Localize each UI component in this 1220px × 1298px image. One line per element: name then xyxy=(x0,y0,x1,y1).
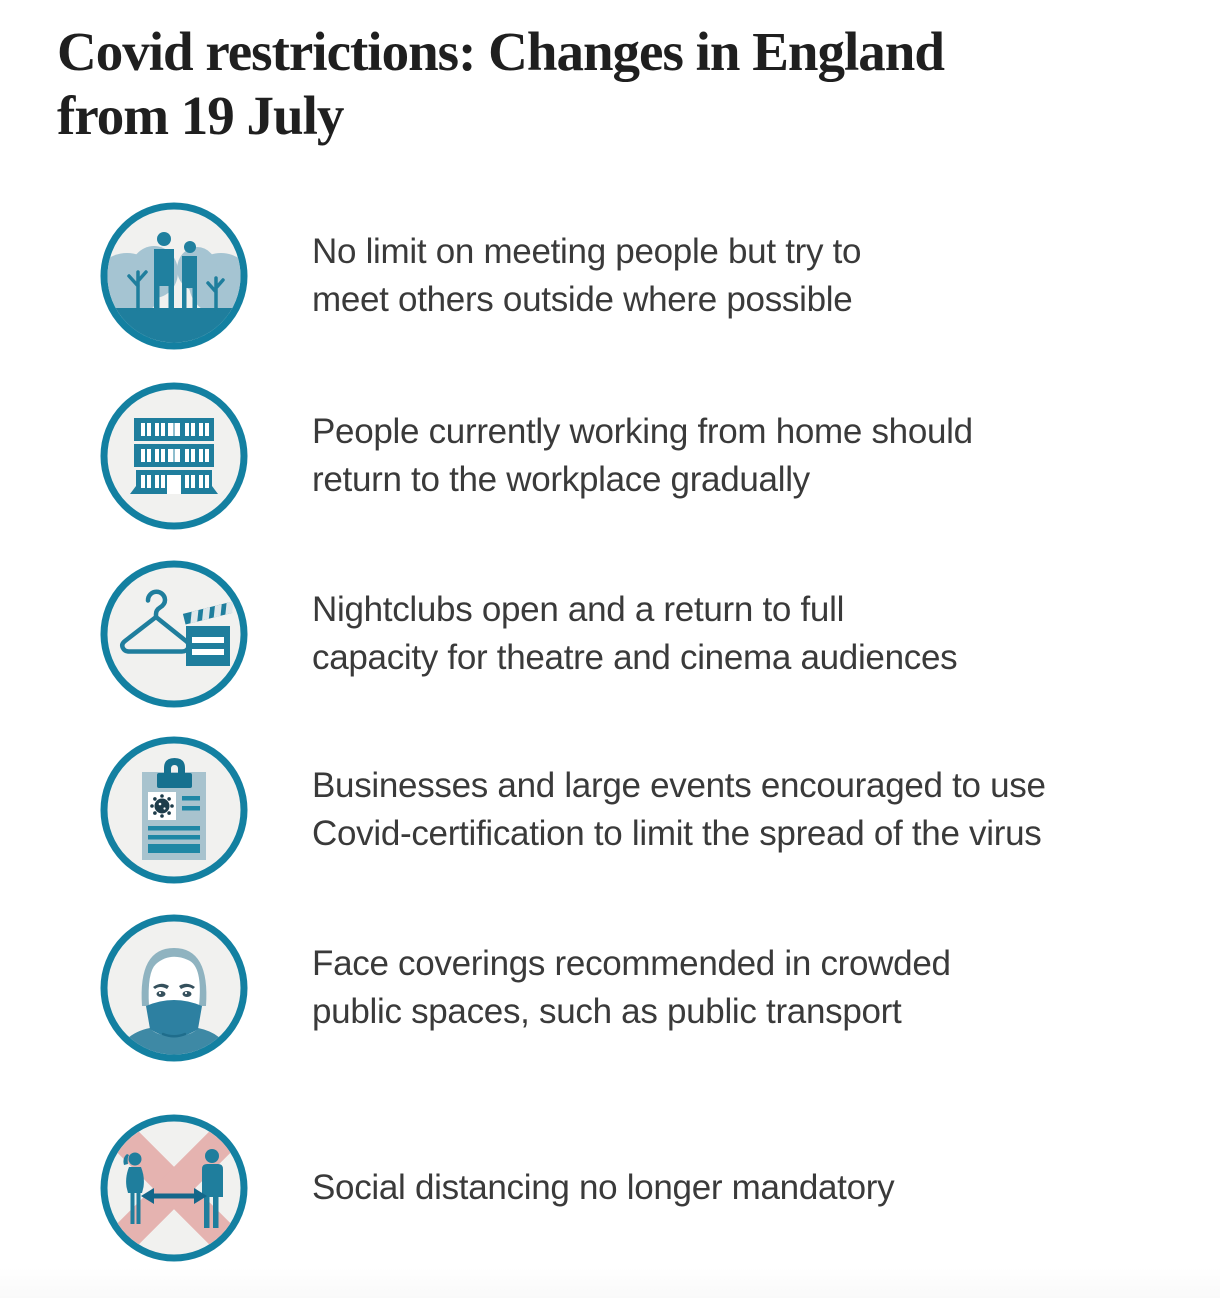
restriction-row-meeting: No limit on meeting people but try to me… xyxy=(100,202,862,350)
restriction-row-certification: Businesses and large events encouraged t… xyxy=(100,736,1046,884)
page-title-line-2: from 19 July xyxy=(57,85,344,146)
restriction-text: Businesses and large events encouraged t… xyxy=(312,762,1046,858)
restriction-text-line: Nightclubs open and a return to full xyxy=(312,590,845,629)
covid-certificate-icon xyxy=(100,736,248,884)
page-title-line-1: Covid restrictions: Changes in England xyxy=(57,21,945,82)
restriction-text-line: capacity for theatre and cinema audience… xyxy=(312,638,958,677)
restriction-text-line: No limit on meeting people but try to xyxy=(312,232,862,271)
restriction-text-line: Covid-certification to limit the spread … xyxy=(312,814,1042,853)
bottom-fade xyxy=(0,1268,1220,1298)
restriction-text-line: return to the workplace gradually xyxy=(312,460,810,499)
restriction-text: Social distancing no longer mandatory xyxy=(312,1164,895,1212)
page-title: Covid restrictions: Changes in England f… xyxy=(57,20,945,148)
restriction-row-workplace: People currently working from home shoul… xyxy=(100,382,973,530)
restriction-text: Nightclubs open and a return to full cap… xyxy=(312,586,958,682)
restriction-text-line: Social distancing no longer mandatory xyxy=(312,1168,895,1207)
no-social-distancing-icon xyxy=(100,1114,248,1262)
restriction-text: Face coverings recommended in crowded pu… xyxy=(312,940,951,1036)
restriction-text-line: Face coverings recommended in crowded xyxy=(312,944,951,983)
restriction-text-line: meet others outside where possible xyxy=(312,280,853,319)
restriction-row-face-coverings: Face coverings recommended in crowded pu… xyxy=(100,914,951,1062)
face-mask-icon xyxy=(100,914,248,1062)
restriction-row-entertainment: Nightclubs open and a return to full cap… xyxy=(100,560,958,708)
restriction-text-line: People currently working from home shoul… xyxy=(312,412,973,451)
park-people-icon xyxy=(100,202,248,350)
restriction-text: No limit on meeting people but try to me… xyxy=(312,228,862,324)
restriction-row-social-distancing: Social distancing no longer mandatory xyxy=(100,1114,895,1262)
restriction-text-line: Businesses and large events encouraged t… xyxy=(312,766,1046,805)
restriction-text: People currently working from home shoul… xyxy=(312,408,973,504)
hanger-clapperboard-icon xyxy=(100,560,248,708)
office-building-icon xyxy=(100,382,248,530)
restriction-text-line: public spaces, such as public transport xyxy=(312,992,902,1031)
